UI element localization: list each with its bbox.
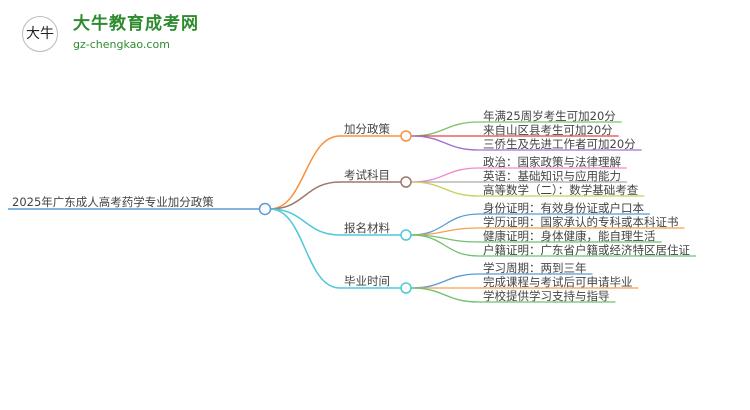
branch-label: 毕业时间 — [344, 274, 390, 288]
leaf-label: 学历证明：国家承认的专科或本科证书 — [483, 215, 679, 229]
branch-node — [400, 130, 412, 142]
logo: 大牛 大牛教育成考网 gz-chengkao.com — [18, 12, 198, 58]
logo-title: 大牛教育成考网 — [73, 14, 199, 34]
leaf-connector — [410, 181, 480, 197]
leaf-label: 户籍证明：广东省户籍或经济特区居住证 — [483, 243, 690, 257]
root-label: 2025年广东成人高考药学专业加分政策 — [12, 195, 214, 209]
leaf-connector — [410, 273, 480, 289]
logo-url: gz-chengkao.com — [73, 38, 170, 51]
branch-label: 考试科目 — [344, 168, 390, 182]
root-node — [258, 202, 272, 216]
leaf-connector — [410, 167, 480, 183]
leaf-connector — [410, 287, 480, 303]
branch-label: 报名材料 — [344, 221, 390, 235]
leaf-label: 身份证明：有效身份证或户口本 — [483, 201, 644, 215]
branch-connector — [269, 208, 341, 236]
leaf-label: 政治：国家政策与法律理解 — [483, 155, 621, 169]
leaf-label: 年满25周岁考生可加20分 — [483, 109, 616, 123]
leaf-label: 健康证明：身体健康，能自理生活 — [483, 229, 656, 243]
leaf-connector — [410, 121, 480, 137]
branch-node — [400, 176, 412, 188]
branch-connector — [269, 181, 341, 210]
branch-connector — [269, 135, 341, 210]
branch-node — [400, 282, 412, 294]
leaf-label: 学习周期：两到三年 — [483, 261, 587, 275]
logo-mark: 大牛 — [22, 16, 58, 52]
branch-label: 加分政策 — [344, 122, 390, 136]
leaf-label: 三侨生及先进工作者可加20分 — [483, 137, 636, 151]
leaf-connector — [410, 135, 480, 151]
leaf-connector — [410, 234, 480, 257]
branch-connector — [269, 208, 341, 289]
leaf-label: 英语：基础知识与应用能力 — [483, 169, 621, 183]
leaf-label: 学校提供学习支持与指导 — [483, 289, 610, 303]
leaf-label: 完成课程与考试后可申请毕业 — [483, 275, 633, 289]
branch-node — [400, 229, 412, 241]
leaf-label: 来自山区县考生可加20分 — [483, 123, 613, 137]
leaf-label: 高等数学（二）：数学基础考查 — [483, 183, 639, 197]
